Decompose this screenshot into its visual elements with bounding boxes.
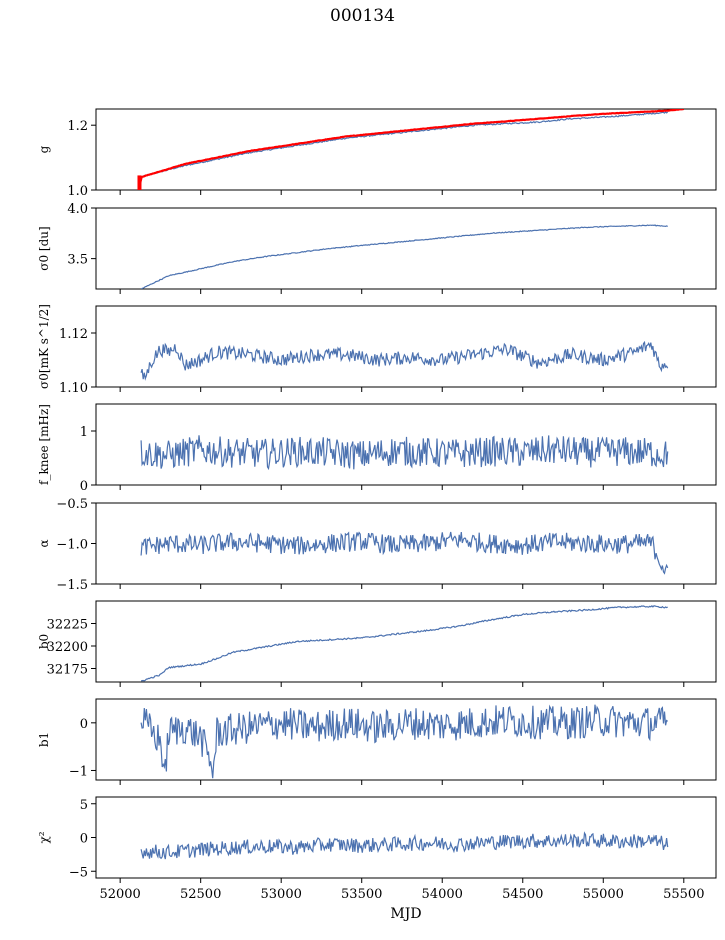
panel-frame (95, 796, 717, 879)
y-tick-label: 0 (80, 832, 88, 847)
panel-frame (95, 108, 717, 191)
series-line (140, 340, 669, 381)
y-tick-label: 1 (80, 425, 88, 440)
series-line (140, 704, 669, 779)
y-tick-label: 4.0 (67, 202, 88, 217)
series-line (140, 224, 668, 289)
x-tick-label: 53000 (261, 887, 302, 902)
panel-frame (95, 305, 717, 388)
y-axis-label: f_knee [mHz] (37, 404, 51, 485)
y-tick-label: 0 (80, 479, 88, 494)
y-axis-label: g (37, 145, 51, 153)
series-line (140, 831, 669, 860)
y-tick-label: −1 (69, 764, 88, 779)
figure-title: 000134 (330, 6, 395, 26)
x-tick-label: 55500 (663, 887, 704, 902)
y-tick-label: 32175 (47, 663, 88, 678)
y-axis-label: σ0[mK s^1/2] (37, 304, 51, 389)
y-tick-label: 1.12 (59, 327, 88, 342)
y-tick-label: 1.0 (67, 184, 88, 199)
x-axis-label: MJD (390, 906, 421, 922)
x-tick-label: 52000 (99, 887, 140, 902)
y-axis-label: α (37, 539, 51, 547)
y-tick-label: 32225 (47, 618, 88, 633)
panel-frame (95, 207, 717, 290)
x-tick-label: 54500 (502, 887, 543, 902)
y-tick-label: −0.5 (56, 497, 88, 512)
y-axis-label: b1 (37, 732, 51, 747)
y-tick-label: 1.2 (67, 119, 88, 134)
y-tick-label: 1.10 (59, 381, 88, 396)
y-tick-label: 32200 (47, 640, 88, 655)
y-tick-label: −1.5 (56, 578, 88, 593)
y-axis-label: σ0 [du] (37, 226, 51, 270)
x-tick-label: 53500 (341, 887, 382, 902)
series-line (140, 435, 669, 471)
y-tick-label: 3.5 (67, 253, 88, 268)
series-line (140, 604, 668, 682)
series-line (138, 109, 685, 190)
x-tick-label: 54000 (422, 887, 463, 902)
panel-frame (95, 403, 717, 486)
panel-frame (95, 600, 717, 683)
y-axis-label: b0 (37, 634, 51, 649)
y-tick-label: −5 (69, 865, 88, 880)
y-tick-label: −1.0 (56, 538, 88, 553)
series-line (140, 111, 669, 178)
y-tick-label: 5 (80, 798, 88, 813)
series-line (140, 531, 669, 575)
x-tick-label: 52500 (180, 887, 221, 902)
x-tick-label: 55000 (583, 887, 624, 902)
panel-frame (95, 698, 717, 781)
y-tick-label: 0 (80, 717, 88, 732)
y-axis-label: χ² (37, 831, 51, 843)
